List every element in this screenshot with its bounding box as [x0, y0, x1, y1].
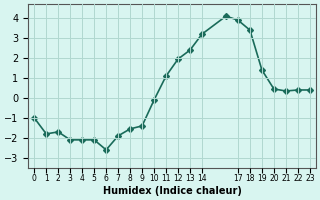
X-axis label: Humidex (Indice chaleur): Humidex (Indice chaleur)	[103, 186, 242, 196]
